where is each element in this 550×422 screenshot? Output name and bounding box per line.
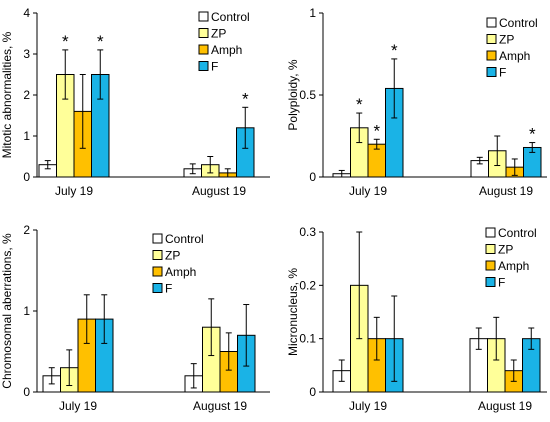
y-axis-label: Micronucleus, % — [286, 268, 300, 356]
legend-label-f: F — [498, 276, 505, 290]
legend-label-control: Control — [165, 232, 204, 246]
legend-swatch-amph — [485, 260, 496, 271]
chart-panel-2: 0 0.5 1 Polyploidy, % July 19 August 19 * * * * Co… — [286, 6, 547, 198]
y-tick-label: 0.5 — [299, 88, 316, 102]
legend-label-control: Control — [498, 226, 537, 240]
legend-label-amph: Amph — [498, 259, 529, 273]
legend-label-f: F — [499, 66, 506, 80]
y-axis-label: Polyploidy, % — [286, 59, 300, 130]
legend-swatch-control — [152, 233, 163, 244]
y-axis-label: Mitotic abnormalities, % — [0, 31, 14, 158]
chart-panel-1: 0 1 2 3 4 Mitotic abnormalities, % July 19 Augu… — [0, 6, 270, 198]
legend-swatch-control — [198, 11, 209, 22]
y-tick-label: 1 — [309, 6, 316, 20]
legend-label-f: F — [165, 282, 172, 296]
y-tick-label: 0.2 — [299, 278, 316, 292]
x-tick-label: July 19 — [59, 399, 97, 413]
significance-marker: * — [356, 95, 363, 114]
legend-label-amph: Amph — [165, 265, 196, 279]
legend-label-f: F — [211, 60, 218, 74]
x-tick-label: August 19 — [479, 184, 533, 198]
legend-swatch-amph — [198, 44, 209, 55]
legend-swatch-f — [486, 67, 497, 77]
y-tick-label: 0 — [23, 170, 30, 184]
legend-swatch-amph — [152, 266, 163, 277]
legend-label-control: Control — [211, 10, 250, 24]
chart-panel-3: 0 1 2 Chromosomal aberrations, % July 19 Augu… — [0, 223, 270, 413]
y-axis-label: Chromosomal aberrations, % — [0, 233, 14, 389]
legend-swatch-control — [485, 227, 496, 238]
x-tick-label: July 19 — [349, 184, 387, 198]
y-tick-label: 2 — [23, 88, 30, 102]
y-tick-label: 0 — [23, 385, 30, 399]
legend-label-amph: Amph — [211, 43, 242, 57]
x-tick-label: August 19 — [192, 184, 246, 198]
legend-swatch-zp — [198, 28, 209, 38]
legend-label-zp: ZP — [165, 249, 180, 263]
significance-marker: * — [529, 125, 536, 144]
legend-swatch-zp — [486, 34, 497, 44]
significance-marker: * — [373, 121, 380, 140]
significance-marker: * — [242, 89, 249, 108]
x-tick-label: July 19 — [349, 399, 387, 413]
significance-marker: * — [62, 32, 69, 51]
chart-panel-4: 0 0.1 0.2 0.3 Micronucleus, % July 19 August 1… — [286, 225, 547, 413]
x-tick-label: August 19 — [478, 399, 532, 413]
y-tick-label: 0 — [309, 170, 316, 184]
significance-marker: * — [97, 32, 104, 51]
legend-label-zp: ZP — [211, 27, 226, 41]
legend-label-amph: Amph — [499, 49, 530, 63]
y-tick-label: 2 — [23, 223, 30, 237]
y-tick-label: 0.3 — [299, 225, 316, 239]
y-tick-label: 1 — [23, 129, 30, 143]
legend-label-zp: ZP — [498, 243, 513, 257]
y-tick-label: 0.1 — [299, 332, 316, 346]
y-tick-label: 3 — [23, 47, 30, 61]
y-tick-label: 0 — [309, 385, 316, 399]
legend-swatch-zp — [152, 250, 163, 260]
legend-swatch-zp — [485, 244, 496, 254]
legend-swatch-f — [198, 61, 209, 71]
x-tick-label: August 19 — [193, 399, 247, 413]
y-tick-label: 1 — [23, 304, 30, 318]
legend-label-control: Control — [499, 16, 538, 30]
legend-swatch-amph — [486, 50, 497, 61]
legend-swatch-f — [152, 283, 163, 293]
significance-marker: * — [391, 41, 398, 60]
legend-label-zp: ZP — [499, 33, 514, 47]
x-tick-label: July 19 — [55, 184, 93, 198]
legend-swatch-control — [486, 17, 497, 28]
y-tick-label: 4 — [23, 6, 30, 20]
legend-swatch-f — [485, 277, 496, 287]
